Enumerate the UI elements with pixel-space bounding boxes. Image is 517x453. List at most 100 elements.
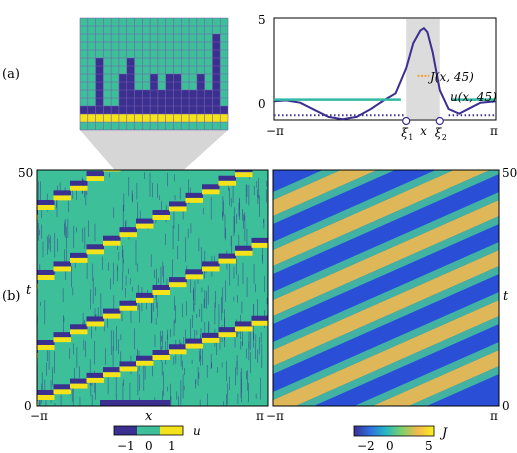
u-t-tick-0: 0 [24, 399, 32, 413]
panel-a-label: (a) [2, 67, 20, 82]
u-front-purple [53, 261, 71, 267]
y-tick-5: 5 [258, 13, 266, 27]
inset-cell-minus1 [87, 106, 96, 114]
interval-endpoint-label: ξ [435, 126, 443, 140]
u-front-purple [53, 384, 71, 390]
u-front-purple [37, 200, 55, 205]
u-colorbar: u −1 0 1 [113, 424, 201, 453]
inset-cell-minus1 [111, 106, 119, 114]
inset-cell-minus1 [103, 106, 112, 114]
u-front-purple [285, 141, 303, 146]
u-front-purple [119, 227, 137, 233]
u-front-purple [251, 237, 268, 243]
u-front-purple [4, 356, 22, 361]
u-front-purple [37, 347, 38, 353]
u-front-yellow [136, 223, 154, 229]
inset-cell-one [165, 114, 174, 122]
J-stripe-green [408, 366, 499, 406]
u-front-yellow [202, 189, 220, 195]
u-front-purple [169, 201, 187, 207]
u-front-purple [86, 171, 104, 177]
u-front-yellow [251, 242, 268, 248]
profile-x-tick-neg-pi: −π [266, 124, 284, 138]
u-front-purple [103, 235, 121, 241]
interval-endpoint-subscript: 1 [408, 133, 413, 142]
inset-cell-one [196, 114, 205, 122]
J-stripe-green [354, 342, 499, 406]
J-x-tick-pi: π [490, 409, 498, 423]
profile-x-label: x [420, 124, 427, 138]
inset-cell-minus1 [165, 106, 174, 114]
u-front-purple [185, 269, 203, 275]
u-front-purple [218, 327, 236, 333]
J-colorbar-gradient [353, 425, 435, 437]
u-front-purple [70, 180, 88, 186]
J-stripe-green [273, 192, 499, 300]
u-front-purple [53, 190, 71, 196]
J-colorbar-tick-5: 5 [425, 439, 433, 453]
u-colorbar-zero [137, 426, 160, 435]
inset-cell-one [111, 114, 119, 122]
u-front-purple [152, 350, 170, 355]
zoom-wedge [80, 130, 228, 205]
u-front-purple [202, 261, 220, 267]
u-front-yellow [86, 249, 104, 255]
u-front-yellow [218, 180, 236, 186]
u-front-purple [152, 285, 170, 290]
inset-cell-one [134, 114, 143, 122]
u-front-yellow [37, 352, 38, 358]
u-front-purple [53, 332, 71, 338]
panel-b-label: (b) [2, 289, 20, 304]
u-front-yellow [169, 349, 187, 355]
J-stripe-green [273, 242, 499, 350]
inset-cell-one [189, 114, 197, 122]
inset-cell-minus1 [220, 106, 228, 114]
inset-cell-minus1 [95, 106, 104, 114]
u-front-purple [4, 401, 22, 406]
u-front-yellow [37, 214, 38, 220]
u-front-purple [136, 355, 154, 361]
u-front-purple [185, 192, 203, 198]
inset-cell-one [181, 114, 190, 122]
u-front-purple [70, 252, 88, 258]
u-curve-label: u(x, 45) [450, 90, 497, 104]
u-front-yellow [285, 60, 303, 65]
u-x-axis-label: x [145, 409, 153, 424]
u-front-purple [86, 372, 104, 378]
interval-endpoint-label: ξ [401, 126, 409, 140]
u-front-yellow [4, 406, 22, 411]
J-curve-label: J(x, 45) [427, 70, 474, 84]
u-front-purple [103, 367, 121, 373]
u-front-yellow [202, 337, 220, 343]
u-front-yellow [235, 250, 253, 256]
u-front-yellow [169, 282, 187, 288]
inset-cell-minus1 [118, 106, 127, 114]
u-front-yellow [37, 395, 55, 400]
inset-cell-one [150, 114, 158, 122]
J-stripe-yellow [273, 250, 499, 366]
J-stripe-green [273, 266, 499, 374]
J-stripe-green [273, 292, 499, 400]
J-field-frame [272, 169, 500, 407]
u-front-yellow [53, 266, 71, 272]
J-stripe-yellow [273, 300, 499, 406]
J-stripe-green [273, 216, 499, 324]
shaded-interval [406, 19, 440, 119]
u-front-yellow [53, 337, 71, 343]
u-front-yellow [37, 275, 55, 280]
u-front-yellow [86, 176, 104, 182]
u-front-yellow [152, 355, 170, 360]
u-front-yellow [169, 206, 187, 212]
u-front-yellow [136, 360, 154, 366]
u-front-yellow [252, 80, 270, 85]
u-front-yellow [185, 343, 203, 349]
inset-grid [79, 17, 229, 131]
u-front-yellow [119, 232, 137, 238]
u-front-purple [103, 308, 121, 314]
inset-cell-minus1 [142, 106, 151, 114]
J-field [273, 170, 499, 406]
u-front-purple [37, 209, 38, 215]
u-t-axis-label: t [26, 283, 32, 298]
u-front-purple [152, 210, 170, 215]
u-front-purple [218, 253, 236, 259]
